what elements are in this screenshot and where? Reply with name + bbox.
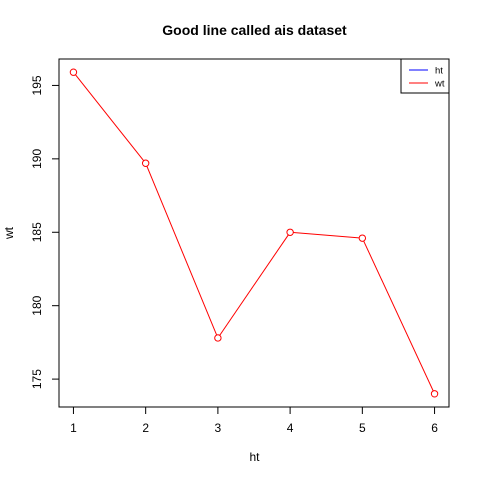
y-tick-label: 195 <box>30 75 44 95</box>
series-line-segment <box>293 232 360 239</box>
series-line-segment <box>75 74 145 162</box>
x-tick-label: 3 <box>215 421 222 435</box>
data-point-marker <box>69 68 78 76</box>
x-tick-label: 1 <box>70 421 77 435</box>
chart-title: Good line called ais dataset <box>162 22 347 38</box>
x-axis: 1 2 3 4 5 6 <box>70 406 438 435</box>
legend-entry-label: ht <box>435 66 443 77</box>
y-tick-label: 180 <box>30 295 44 315</box>
legend: ht wt <box>400 58 450 94</box>
y-tick-label: 185 <box>30 222 44 242</box>
series-layer <box>69 68 439 398</box>
legend-box <box>400 58 450 94</box>
y-axis-label: wt <box>2 226 16 240</box>
x-tick-label: 2 <box>142 421 149 435</box>
x-axis-label: ht <box>249 450 260 464</box>
plot-frame <box>58 58 450 408</box>
data-point-marker <box>141 159 150 167</box>
series-line-segment <box>219 234 289 336</box>
y-tick-label: 190 <box>30 149 44 169</box>
data-point-marker <box>214 334 222 342</box>
data-point-marker <box>286 228 294 236</box>
x-tick-label: 4 <box>287 421 294 435</box>
y-tick-label: 175 <box>30 369 44 389</box>
x-tick-label: 6 <box>431 421 438 435</box>
series-line-segment <box>146 166 218 336</box>
x-tick-label: 5 <box>359 421 366 435</box>
series-line-segment <box>363 240 434 392</box>
data-point-marker <box>430 390 439 398</box>
data-point-marker <box>358 234 367 242</box>
legend-entry-label: wt <box>434 79 445 90</box>
y-axis: 175 180 185 190 195 <box>30 75 60 389</box>
